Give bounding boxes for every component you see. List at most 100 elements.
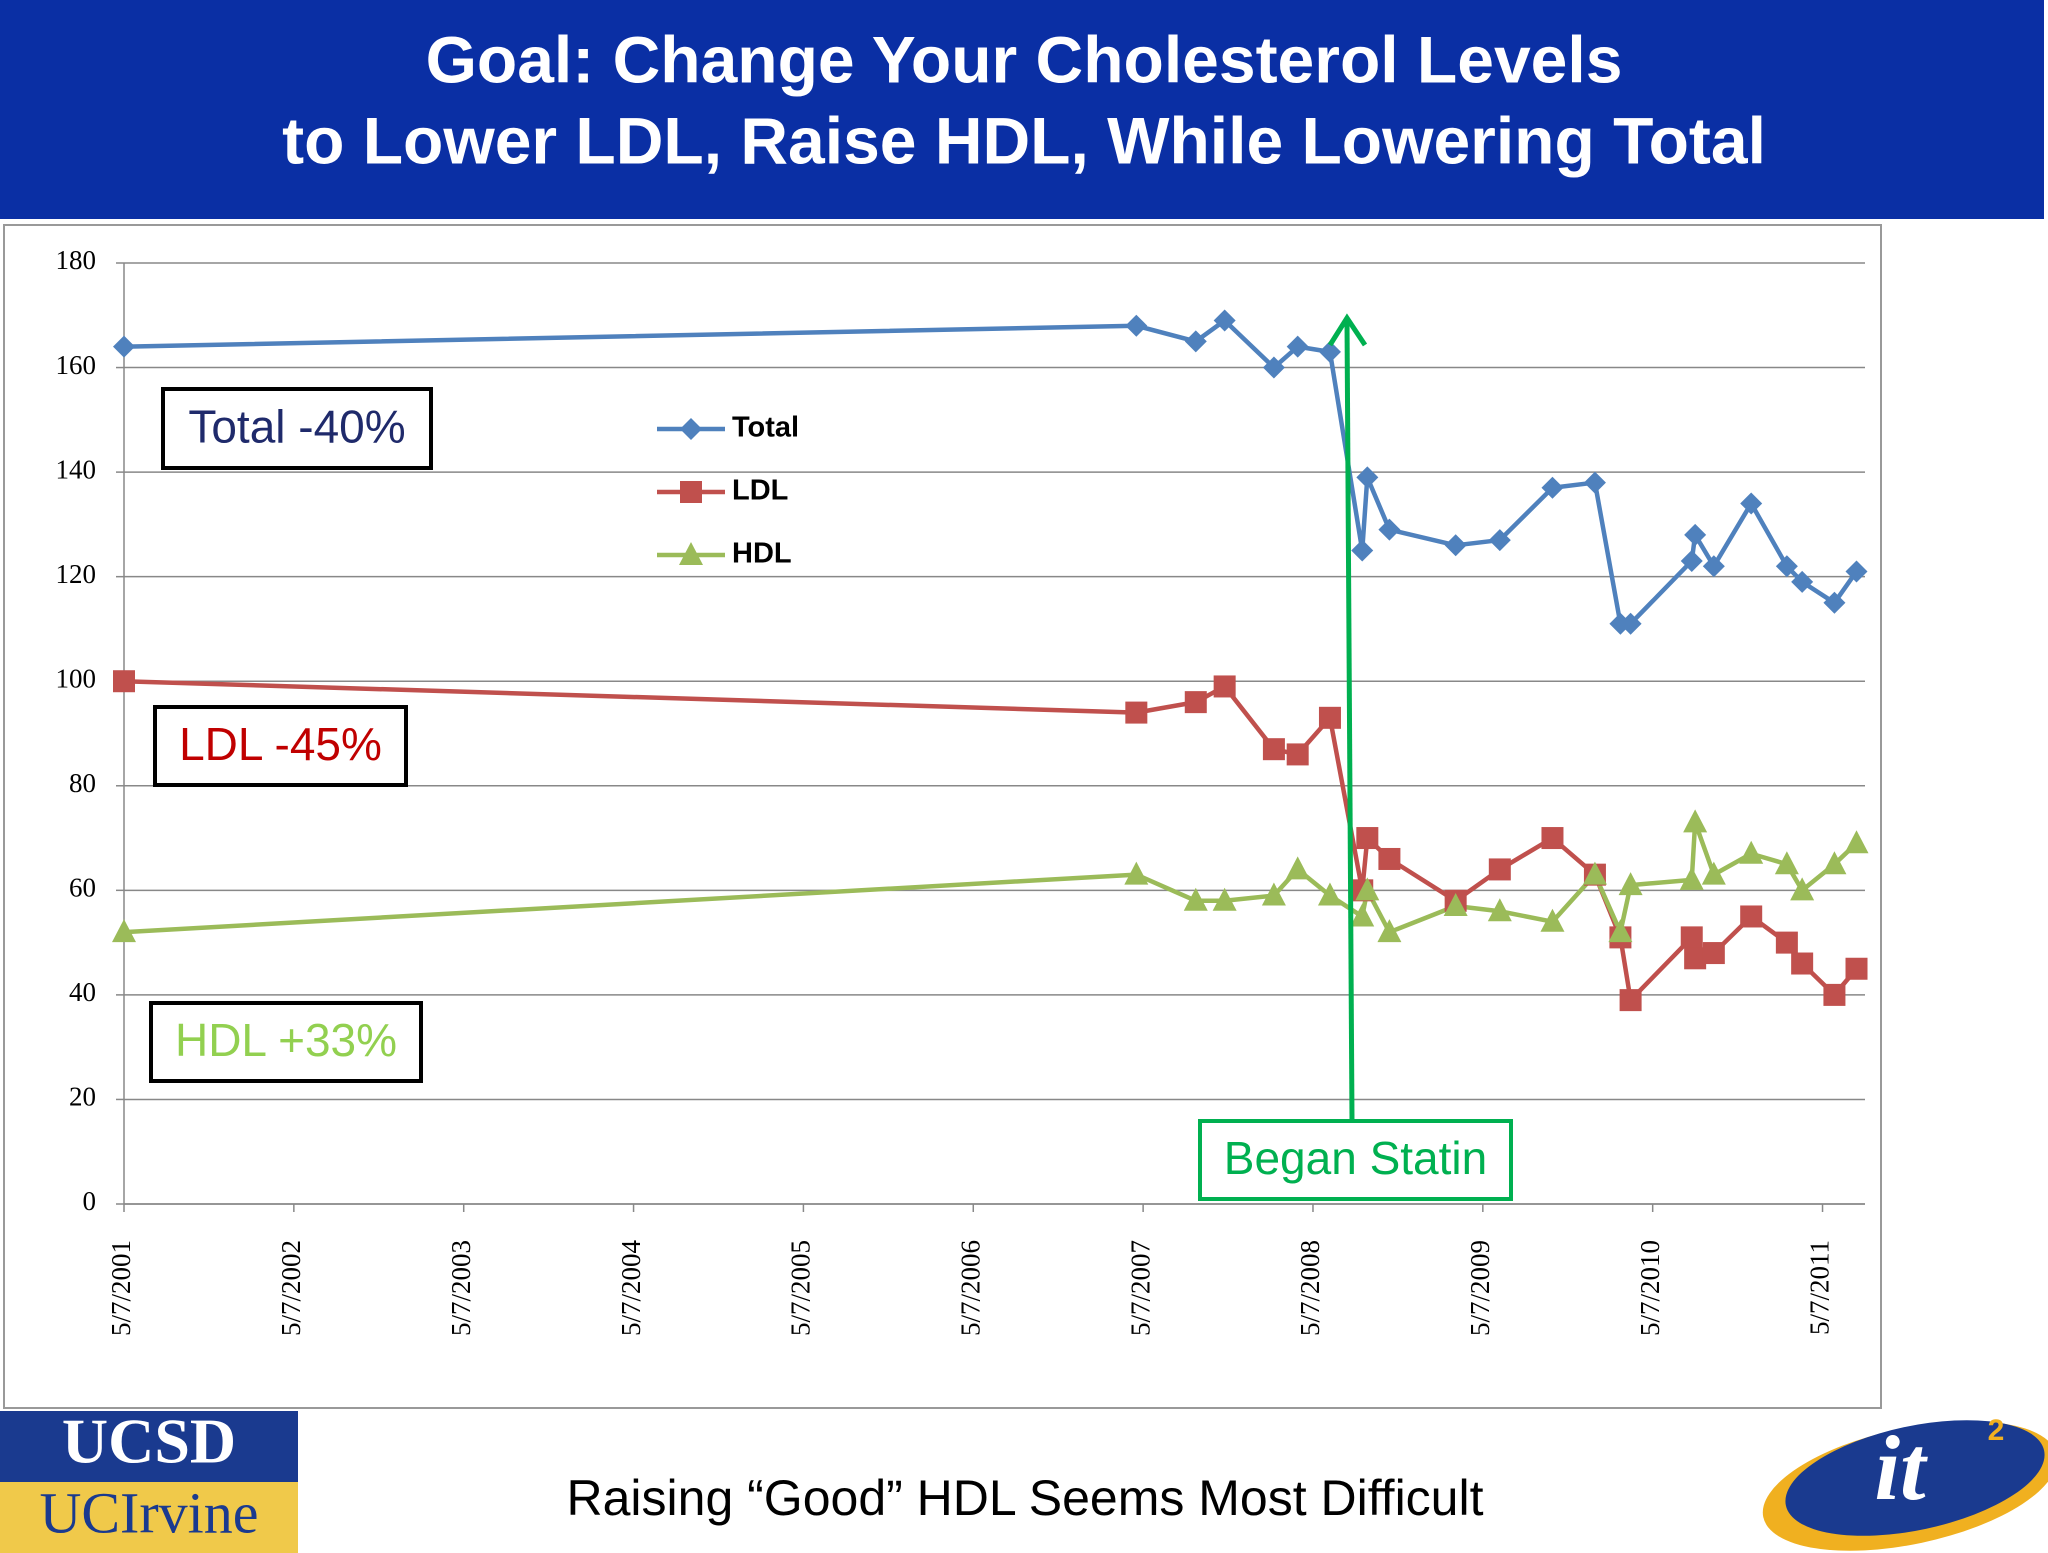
marker <box>1317 882 1342 906</box>
marker <box>1583 471 1606 494</box>
marker <box>1701 861 1726 885</box>
marker <box>1125 314 1148 337</box>
marker <box>1618 872 1643 896</box>
marker <box>1318 706 1341 729</box>
footer: Raising “Good” HDL Seems Most Difficult <box>567 1470 1484 1526</box>
marker <box>1286 743 1309 766</box>
x-tick-label: 5/7/2009 <box>1465 1240 1495 1336</box>
marker <box>1684 947 1707 970</box>
marker <box>1377 919 1402 943</box>
legend-label: LDL <box>732 475 788 507</box>
marker <box>1608 919 1633 943</box>
marker <box>1183 887 1208 911</box>
title-line: to Lower LDL, Raise HDL, While Lowering … <box>282 103 1766 177</box>
marker <box>1823 591 1846 614</box>
marker <box>1680 926 1703 949</box>
marker <box>1775 555 1798 578</box>
marker <box>1582 861 1607 885</box>
x-tick-label: 5/7/2010 <box>1635 1240 1665 1336</box>
marker <box>1444 534 1467 557</box>
annotation-box <box>153 705 408 787</box>
y-tick-label: 60 <box>69 873 96 903</box>
x-tick-label: 5/7/2002 <box>276 1240 306 1336</box>
marker <box>1683 809 1708 833</box>
ucsd-logo <box>0 1411 298 1482</box>
annotation-box <box>149 1001 423 1083</box>
marker <box>112 919 136 943</box>
marker <box>1124 861 1149 885</box>
y-tick-label: 100 <box>56 663 97 693</box>
y-tick-label: 180 <box>56 245 97 275</box>
uci-text: UCIrvine <box>39 1480 258 1545</box>
legend-label: Total <box>732 412 799 444</box>
x-tick-label: 5/7/2008 <box>1295 1240 1325 1336</box>
marker <box>1740 905 1763 928</box>
legend-label: HDL <box>732 538 792 570</box>
marker <box>1619 989 1642 1012</box>
it-sup: 2 <box>1988 1414 2005 1447</box>
marker <box>680 418 702 440</box>
marker <box>1443 893 1468 917</box>
marker <box>1823 983 1846 1006</box>
marker <box>1184 691 1207 714</box>
y-tick-label: 140 <box>56 454 97 484</box>
marker <box>1488 858 1511 881</box>
plot: 0 20 40 60 80 100 120 140 160 180 5/7/2001 5/7/2002… <box>56 245 1869 1336</box>
marker <box>1540 908 1565 932</box>
x-tick-label: 5/7/2003 <box>446 1240 476 1336</box>
annotation-text: Began Statin <box>1224 1132 1487 1184</box>
marker <box>1740 492 1763 515</box>
uci-logo <box>0 1482 298 1553</box>
marker <box>1791 570 1814 593</box>
it-text: it <box>1874 1417 1928 1519</box>
marker <box>1845 560 1868 583</box>
marker <box>1790 877 1815 901</box>
annotation-text: LDL -45% <box>179 718 382 770</box>
y-tick-label: 0 <box>83 1186 97 1216</box>
y-tick-label: 160 <box>56 350 97 380</box>
marker <box>1791 952 1814 975</box>
marker <box>1212 887 1237 911</box>
x-tick-label: 5/7/2007 <box>1125 1240 1155 1336</box>
annotation-text: HDL +33% <box>175 1014 397 1066</box>
marker <box>1541 827 1564 850</box>
statin-arrowhead <box>1327 313 1368 347</box>
y-tick-label: 20 <box>69 1082 96 1112</box>
marker <box>679 542 703 565</box>
title-line: Goal: Change Your Cholesterol Levels <box>426 22 1623 96</box>
marker <box>1378 518 1401 541</box>
statin-arrow <box>1344 319 1355 1122</box>
marker <box>1213 675 1236 698</box>
x-tick-label: 5/7/2005 <box>786 1240 816 1336</box>
marker <box>1378 847 1401 870</box>
marker <box>1845 957 1868 980</box>
y-tick-label: 120 <box>56 559 97 589</box>
y-tick-label: 80 <box>69 768 96 798</box>
marker <box>1356 827 1379 850</box>
marker <box>1702 555 1725 578</box>
marker <box>1213 309 1236 332</box>
x-tick-label: 5/7/2004 <box>616 1240 646 1337</box>
marker <box>1262 356 1285 379</box>
marker <box>1355 877 1380 901</box>
marker <box>1684 523 1707 546</box>
annotation-text: Total -40% <box>188 401 405 453</box>
it-logo <box>1785 1420 2045 1536</box>
marker <box>1680 549 1703 572</box>
marker <box>1487 898 1512 922</box>
marker <box>680 481 702 503</box>
series-line <box>123 318 1859 626</box>
marker <box>1184 330 1207 353</box>
marker <box>1356 466 1379 489</box>
marker <box>1775 931 1798 954</box>
x-tick-label: 5/7/2001 <box>106 1240 136 1336</box>
marker <box>1774 851 1799 875</box>
marker <box>1679 866 1704 890</box>
marker <box>1844 830 1869 854</box>
y-tick-label: 40 <box>69 977 96 1007</box>
marker <box>1261 882 1286 906</box>
marker <box>1739 840 1764 864</box>
marker <box>1125 701 1148 724</box>
annotation-box <box>161 387 433 470</box>
